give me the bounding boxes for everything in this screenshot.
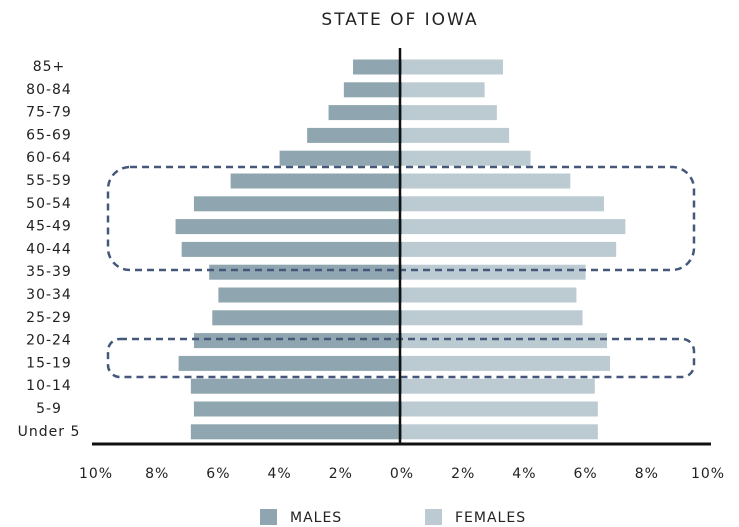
bar (193, 333, 402, 349)
x-tick-label: 0% (390, 466, 414, 482)
x-tick-label: 10% (691, 466, 725, 482)
x-tick-label: 4% (512, 466, 536, 482)
bar (209, 264, 402, 280)
bar (402, 196, 604, 212)
bar (402, 127, 510, 143)
x-tick-label: 6% (573, 466, 597, 482)
y-tick-label: 50-54 (26, 196, 72, 212)
y-tick-label: 5-9 (36, 401, 62, 417)
bar (402, 355, 611, 371)
bar (402, 105, 497, 121)
bar (212, 310, 402, 326)
bar (178, 355, 402, 371)
y-tick-label: 25-29 (26, 310, 72, 326)
bar (193, 196, 402, 212)
x-tick-label: 2% (329, 466, 353, 482)
bar (402, 264, 586, 280)
bar (402, 287, 577, 303)
bar (402, 310, 583, 326)
bar (402, 219, 626, 235)
y-tick-label: 55-59 (26, 173, 72, 189)
bar (343, 82, 402, 98)
bar (279, 150, 402, 166)
legend-label: FEMALES (455, 510, 526, 526)
bar (402, 150, 531, 166)
bar (402, 333, 608, 349)
bar (193, 401, 402, 417)
bar (190, 378, 402, 394)
x-tick-label: 2% (451, 466, 475, 482)
bar (402, 173, 571, 189)
y-tick-label: 45-49 (26, 219, 72, 235)
y-tick-label: 10-14 (26, 378, 72, 394)
x-tick-label: 8% (145, 466, 169, 482)
y-tick-label: 20-24 (26, 333, 72, 349)
y-tick-label: 65-69 (26, 127, 72, 143)
y-tick-label: 15-19 (26, 355, 72, 371)
bar (402, 378, 595, 394)
x-tick-label: 4% (267, 466, 291, 482)
x-tick-label: 8% (635, 466, 659, 482)
y-tick-label: 80-84 (26, 82, 72, 98)
chart-title: STATE OF IOWA (321, 10, 478, 30)
bar (402, 424, 598, 440)
bar (181, 241, 402, 257)
bar (402, 241, 617, 257)
y-tick-label: 40-44 (26, 241, 72, 257)
y-tick-label: 30-34 (26, 287, 72, 303)
bar (402, 82, 485, 98)
x-tick-label: 10% (79, 466, 113, 482)
bar (230, 173, 402, 189)
bar (307, 127, 402, 143)
legend-swatch (425, 509, 442, 525)
bar (328, 105, 402, 121)
y-tick-label: 85+ (33, 59, 66, 75)
y-tick-label: Under 5 (18, 424, 81, 440)
y-tick-label: 75-79 (26, 105, 72, 121)
bar (218, 287, 402, 303)
y-tick-label: 35-39 (26, 264, 72, 280)
legend-swatch (260, 509, 277, 525)
bar (175, 219, 402, 235)
bar (353, 59, 402, 75)
bar (190, 424, 402, 440)
bar (402, 401, 598, 417)
legend-label: MALES (290, 510, 342, 526)
x-tick-label: 6% (206, 466, 230, 482)
bar (402, 59, 503, 75)
y-tick-label: 60-64 (26, 150, 72, 166)
